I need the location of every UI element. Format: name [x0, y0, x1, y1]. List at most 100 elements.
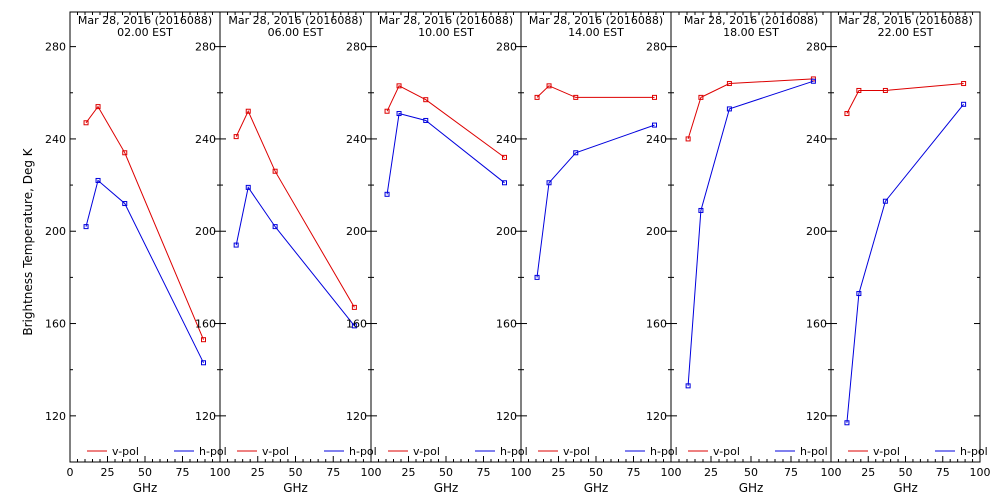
- series-line-h-pol: [846, 103, 964, 423]
- data-point-v-pol: [698, 94, 704, 100]
- data-point-v-pol: [882, 87, 888, 93]
- y-tick-label: 240: [195, 133, 216, 146]
- y-tick-label: 280: [806, 41, 827, 54]
- x-tick-label: 25: [552, 466, 566, 479]
- panels-group: Mar 28, 2016 (2016088)02.00 EST120160200…: [45, 11, 991, 495]
- x-tick-label: 75: [936, 466, 950, 479]
- x-axis-label: GHz: [283, 481, 308, 495]
- data-point-h-pol: [245, 184, 251, 190]
- data-point-h-pol: [502, 180, 507, 186]
- x-tick-label: 75: [784, 466, 798, 479]
- data-point-v-pol: [856, 87, 862, 93]
- data-point-h-pol: [534, 274, 540, 280]
- series-line-h-pol: [85, 179, 204, 364]
- y-tick-label: 120: [496, 410, 517, 423]
- data-point-v-pol: [351, 304, 357, 310]
- series-line-v-pol: [235, 110, 355, 308]
- data-point-h-pol: [351, 323, 357, 329]
- data-point-h-pol: [83, 224, 89, 230]
- x-tick-label: 50: [138, 466, 152, 479]
- x-tick-label: 75: [176, 466, 190, 479]
- data-point-h-pol: [95, 177, 101, 183]
- data-point-h-pol: [652, 122, 657, 128]
- series-line-v-pol: [687, 78, 814, 140]
- y-tick-label: 120: [346, 410, 367, 423]
- series-line-v-pol: [536, 85, 655, 98]
- legend-label-h-pol: h-pol: [199, 445, 227, 458]
- legend-label-h-pol: h-pol: [500, 445, 528, 458]
- series-line-v-pol: [846, 83, 964, 114]
- data-point-v-pol: [201, 337, 206, 343]
- data-point-h-pol: [201, 360, 206, 366]
- x-tick-label: 100: [661, 466, 682, 479]
- data-point-h-pol: [546, 180, 552, 186]
- data-point-h-pol: [272, 224, 278, 230]
- series-line-h-pol: [536, 124, 655, 278]
- y-tick-label: 240: [806, 133, 827, 146]
- y-tick-label: 120: [45, 410, 66, 423]
- panel-title: Mar 28, 2016 (2016088): [838, 14, 972, 27]
- legend-label-h-pol: h-pol: [349, 445, 377, 458]
- x-tick-label: 50: [289, 466, 303, 479]
- data-point-h-pol: [573, 150, 579, 156]
- y-tick-label: 280: [195, 41, 216, 54]
- data-point-v-pol: [83, 120, 89, 126]
- panel-6: Mar 28, 2016 (2016088)22.00 EST 120 160 200…: [806, 11, 991, 495]
- y-tick-label: 160: [45, 318, 66, 331]
- x-axis-label: GHz: [739, 481, 764, 495]
- data-point-v-pol: [685, 136, 691, 142]
- y-tick-label: 160: [346, 318, 367, 331]
- data-point-h-pol: [844, 420, 850, 426]
- panel-5: Mar 28, 2016 (2016088)18.00 EST 120 160 200…: [646, 11, 842, 495]
- x-tick-label: 25: [251, 466, 265, 479]
- legend-label-h-pol: h-pol: [650, 445, 678, 458]
- data-point-v-pol: [726, 81, 732, 87]
- y-tick-label: 200: [496, 225, 517, 238]
- data-point-h-pol: [698, 207, 704, 213]
- y-tick-label: 120: [806, 410, 827, 423]
- panel-subtitle: 02.00 EST: [117, 26, 173, 39]
- y-tick-label: 120: [195, 410, 216, 423]
- data-point-v-pol: [502, 154, 507, 160]
- data-point-h-pol: [233, 242, 239, 248]
- panel-4: Mar 28, 2016 (2016088)14.00 EST 120 160 200…: [496, 11, 682, 495]
- x-tick-label: 100: [970, 466, 991, 479]
- y-tick-label: 160: [195, 318, 216, 331]
- data-point-h-pol: [810, 78, 816, 84]
- x-tick-label: 50: [899, 466, 913, 479]
- x-tick-label: 75: [627, 466, 641, 479]
- panel-title: Mar 28, 2016 (2016088): [228, 14, 362, 27]
- y-tick-label: 280: [346, 41, 367, 54]
- y-tick-label: 160: [646, 318, 667, 331]
- data-point-v-pol: [573, 94, 579, 100]
- data-point-h-pol: [726, 106, 732, 112]
- panel-subtitle: 14.00 EST: [568, 26, 624, 39]
- data-point-h-pol: [856, 291, 862, 297]
- legend-label-v-pol: v-pol: [713, 445, 740, 458]
- legend-label-v-pol: v-pol: [563, 445, 590, 458]
- data-point-v-pol: [652, 94, 657, 100]
- x-axis-label: GHz: [434, 481, 459, 495]
- y-tick-label: 200: [45, 225, 66, 238]
- series-line-h-pol: [386, 112, 505, 195]
- x-tick-label: 50: [589, 466, 603, 479]
- y-tick-label: 240: [346, 133, 367, 146]
- x-tick-label: 50: [439, 466, 453, 479]
- data-point-v-pol: [384, 108, 390, 114]
- data-point-h-pol: [961, 101, 967, 107]
- series-line-h-pol: [235, 186, 355, 327]
- data-point-h-pol: [122, 201, 128, 207]
- panel-title: Mar 28, 2016 (2016088): [78, 14, 212, 27]
- panel-subtitle: 06.00 EST: [268, 26, 324, 39]
- legend-label-v-pol: v-pol: [413, 445, 440, 458]
- data-point-v-pol: [546, 83, 552, 89]
- x-tick-label: 75: [477, 466, 491, 479]
- data-point-h-pol: [685, 383, 691, 389]
- y-tick-label: 200: [346, 225, 367, 238]
- x-tick-label: 25: [704, 466, 718, 479]
- data-point-v-pol: [233, 134, 239, 140]
- data-point-v-pol: [396, 83, 402, 89]
- x-tick-label: 100: [821, 466, 842, 479]
- data-point-v-pol: [245, 108, 251, 114]
